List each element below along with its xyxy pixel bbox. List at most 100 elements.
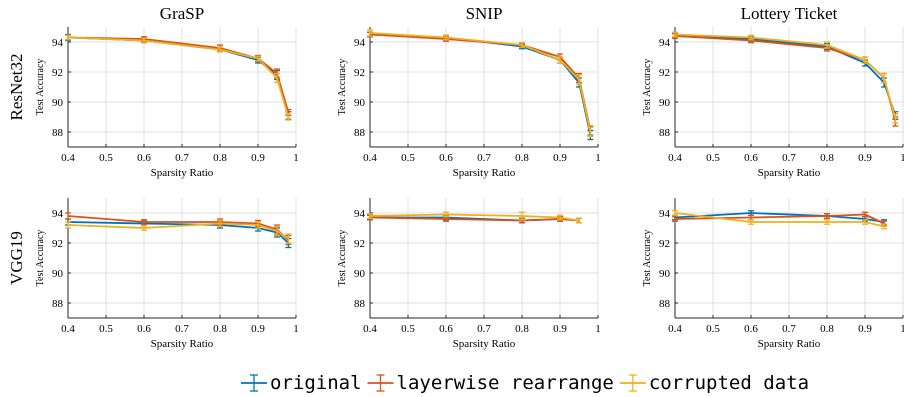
x-axis-label: Sparsity Ratio — [151, 167, 214, 179]
series-corrupted-data — [367, 29, 594, 138]
series-line — [674, 35, 897, 116]
x-axis-label: Sparsity Ratio — [453, 338, 516, 350]
x-tick-label: 0.4 — [363, 323, 377, 335]
data-point — [257, 224, 259, 226]
data-point — [445, 218, 447, 220]
series-line — [67, 222, 289, 240]
data-point — [276, 77, 278, 79]
y-tick-label: 90 — [52, 97, 64, 109]
data-point — [674, 218, 676, 220]
series-line — [67, 36, 290, 116]
panel-1: 0.4 0.5 0.6 0.7 0.8 0.9 1 88 90 92 94 Sparsity Rati… — [7, 4, 299, 179]
x-tick-label: 0.8 — [515, 152, 529, 164]
y-axis-label: Test Accuracy — [35, 230, 46, 287]
data-point — [864, 59, 866, 61]
x-tick-label: 1 — [900, 152, 904, 164]
data-point — [521, 44, 523, 46]
y-tick-label: 92 — [354, 67, 365, 79]
y-axis-label: Test Accuracy — [337, 230, 348, 287]
x-tick-label: 0.4 — [668, 323, 682, 335]
data-point — [559, 216, 561, 219]
data-point — [67, 36, 69, 39]
data-point — [578, 219, 580, 222]
series-line — [369, 33, 592, 136]
x-tick-label: 0.8 — [213, 152, 227, 164]
data-point — [257, 57, 259, 60]
series-corrupted-data — [65, 219, 292, 244]
x-tick-label: 0.6 — [744, 152, 758, 164]
x-axis-label: Sparsity Ratio — [453, 167, 516, 179]
column-title: GraSP — [160, 4, 204, 23]
panel-6: 0.4 0.5 0.6 0.7 0.8 0.9 1 88 90 92 94 Sparsity Rati… — [642, 198, 904, 350]
data-point — [826, 215, 828, 217]
series-line — [67, 36, 290, 113]
x-tick-label: 0.9 — [553, 323, 567, 335]
x-tick-label: 0.6 — [439, 152, 453, 164]
x-tick-label: 1 — [595, 152, 601, 164]
data-point — [750, 36, 752, 39]
data-point — [143, 221, 145, 223]
series-original — [65, 33, 292, 120]
x-tick-label: 0.5 — [99, 152, 113, 164]
y-tick-label: 90 — [659, 268, 671, 280]
y-tick-label: 92 — [659, 238, 670, 250]
x-tick-label: 1 — [595, 323, 601, 335]
y-tick-label: 94 — [354, 208, 366, 220]
x-tick-label: 0.4 — [363, 152, 377, 164]
data-point — [864, 221, 866, 223]
series-line — [674, 33, 897, 119]
data-point — [445, 213, 447, 216]
y-tick-label: 88 — [354, 127, 366, 139]
x-tick-label: 0.8 — [515, 323, 529, 335]
panel-5: 0.4 0.5 0.6 0.7 0.8 0.9 1 88 90 92 94 Sparsity Rati… — [337, 198, 601, 350]
panel-2: 0.4 0.5 0.6 0.7 0.8 0.9 1 88 90 92 94 Sparsity Rati… — [337, 4, 601, 179]
y-tick-label: 90 — [354, 97, 366, 109]
data-point — [589, 131, 592, 133]
x-tick-label: 0.7 — [175, 152, 189, 164]
data-point — [674, 212, 676, 214]
data-point — [674, 33, 676, 36]
panel-3: 0.4 0.5 0.6 0.7 0.8 0.9 1 88 90 92 94 Sparsity Rati… — [642, 4, 904, 179]
series-original — [367, 31, 594, 141]
x-axis-label: Sparsity Ratio — [758, 167, 821, 179]
y-tick-label: 94 — [52, 37, 64, 49]
x-tick-label: 0.7 — [782, 152, 796, 164]
x-tick-label: 0.8 — [213, 323, 227, 335]
legend-label: layerwise rearrange — [397, 372, 614, 394]
series-corrupted-data — [672, 31, 899, 124]
panel-4: 0.4 0.5 0.6 0.7 0.8 0.9 1 88 90 92 94 Sparsity Rati… — [7, 198, 299, 350]
data-point — [219, 222, 221, 225]
data-point — [750, 212, 752, 214]
x-tick-label: 0.4 — [61, 323, 75, 335]
series-original — [672, 33, 899, 120]
x-tick-label: 0.5 — [401, 152, 415, 164]
x-tick-label: 1 — [293, 323, 299, 335]
y-tick-label: 88 — [52, 298, 64, 310]
x-tick-label: 0.5 — [706, 323, 720, 335]
y-tick-label: 92 — [52, 238, 63, 250]
data-point — [276, 230, 278, 232]
y-tick-label: 94 — [659, 37, 671, 49]
series-layerwise-rearrange — [65, 34, 292, 117]
data-point — [369, 32, 371, 34]
y-tick-label: 88 — [354, 298, 366, 310]
x-tick-label: 0.8 — [820, 152, 834, 164]
data-point — [67, 224, 69, 226]
legend-label: original — [270, 372, 362, 394]
legend: original layerwise rearrange corrupted dat… — [241, 372, 809, 394]
data-point — [287, 237, 290, 240]
row-label: ResNet32 — [7, 53, 26, 120]
data-point — [578, 78, 580, 81]
y-tick-label: 92 — [52, 67, 63, 79]
column-title: Lottery Ticket — [741, 4, 838, 23]
series-line — [674, 35, 897, 122]
data-point — [864, 213, 866, 216]
x-tick-label: 0.9 — [858, 323, 872, 335]
series-corrupted-data — [65, 34, 292, 121]
y-tick-label: 88 — [52, 127, 64, 139]
column-title: SNIP — [466, 4, 503, 23]
data-point — [143, 227, 145, 229]
data-point — [445, 36, 447, 39]
x-tick-label: 0.5 — [99, 323, 113, 335]
